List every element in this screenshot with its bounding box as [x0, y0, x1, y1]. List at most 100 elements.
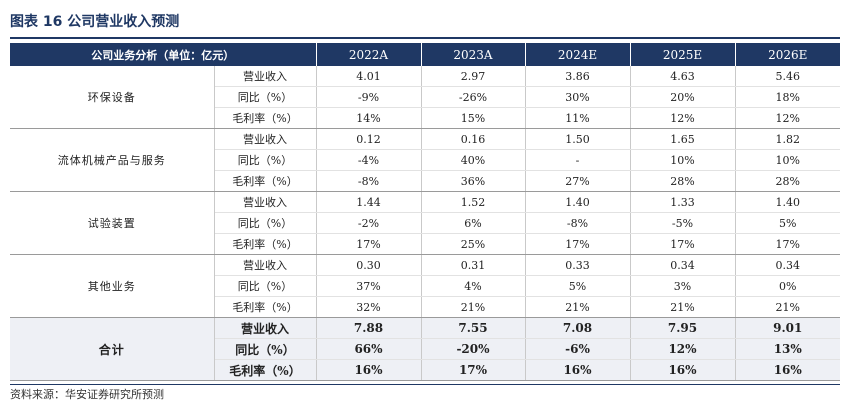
value-cell: 4% — [421, 275, 526, 297]
metric-label: 毛利率（%） — [214, 359, 317, 381]
value-cell: 0.31 — [421, 254, 526, 276]
value-cell: 66% — [316, 338, 422, 360]
value-cell: 0.16 — [421, 128, 526, 150]
value-cell: 6% — [421, 212, 526, 234]
value-cell: 12% — [630, 338, 736, 360]
value-cell: 17% — [735, 233, 840, 255]
value-cell: 17% — [630, 233, 736, 255]
metric-label: 营业收入 — [214, 191, 317, 213]
metric-label: 营业收入 — [214, 128, 317, 150]
value-cell: -2% — [316, 212, 422, 234]
value-cell: - — [525, 149, 631, 171]
value-cell: 1.50 — [525, 128, 631, 150]
table-row: 环保设备 营业收入 4.01 2.97 3.86 4.63 5.46 — [10, 66, 840, 129]
header-year: 2022A — [316, 43, 422, 66]
value-cell: 11% — [525, 107, 631, 129]
value-cell: 21% — [735, 296, 840, 318]
metric-label: 毛利率（%） — [214, 233, 317, 255]
value-cell: 28% — [735, 170, 840, 192]
table-row: 同比（%） -4% 40% -10% 10% — [10, 149, 840, 171]
value-cell: 0.34 — [630, 254, 736, 276]
table-row: 毛利率（%） 16% 17% 16% 16% 16% — [10, 359, 840, 381]
table-row: 同比（%） -9% -26% 30% 20% 18% — [10, 86, 840, 108]
metric-label: 同比（%） — [214, 86, 317, 108]
table-row: 毛利率（%） 32% 21% 21% 21% 21% — [10, 296, 840, 318]
value-cell: 5% — [525, 275, 631, 297]
header-year: 2024E — [525, 43, 631, 66]
table-row: 毛利率（%） 14% 15% 11% 12% 12% — [10, 107, 840, 129]
value-cell: 21% — [525, 296, 631, 318]
value-cell: 15% — [421, 107, 526, 129]
title-divider — [10, 37, 840, 39]
value-cell: 17% — [525, 233, 631, 255]
value-cell: -8% — [316, 170, 422, 192]
value-cell: 1.40 — [525, 191, 631, 213]
value-cell: 28% — [630, 170, 736, 192]
table-row: 同比（%） -2% 6% -8% -5% 5% — [10, 212, 840, 234]
value-cell: 36% — [421, 170, 526, 192]
value-cell: -8% — [525, 212, 631, 234]
value-cell: -4% — [316, 149, 422, 171]
metric-label: 同比（%） — [214, 338, 317, 360]
value-cell: 14% — [316, 107, 422, 129]
value-cell: 1.40 — [735, 191, 840, 213]
value-cell: 0.33 — [525, 254, 631, 276]
table-row: 流体机械产品与服务 营业收入 0.12 0.16 1.50 1.65 1.82 — [10, 128, 840, 192]
table-row: 合计 营业收入 7.88 7.55 7.08 7.95 9.01 — [10, 317, 840, 381]
value-cell: -6% — [525, 338, 631, 360]
segment-name: 试验装置 — [10, 191, 215, 255]
segment-name: 其他业务 — [10, 254, 215, 318]
table-row: 其他业务 营业收入 0.30 0.31 0.33 0.34 0.34 — [10, 254, 840, 318]
value-cell: 9.01 — [735, 317, 840, 339]
value-cell: 16% — [316, 359, 422, 381]
metric-label: 营业收入 — [214, 66, 317, 87]
value-cell: 7.08 — [525, 317, 631, 339]
value-cell: 16% — [525, 359, 631, 381]
metric-label: 同比（%） — [214, 149, 317, 171]
value-cell: 16% — [735, 359, 840, 381]
value-cell: -9% — [316, 86, 422, 108]
table-row: 毛利率（%） -8% 36% 27% 28% 28% — [10, 170, 840, 192]
metric-label: 同比（%） — [214, 212, 317, 234]
table-row: 同比（%） 37% 4% 5% 3% 0% — [10, 275, 840, 297]
segment-name: 合计 — [10, 317, 215, 381]
value-cell: 7.55 — [421, 317, 526, 339]
value-cell: -20% — [421, 338, 526, 360]
header-year: 2023A — [421, 43, 526, 66]
value-cell: 12% — [735, 107, 840, 129]
segment-name: 环保设备 — [10, 66, 215, 129]
value-cell: 5.46 — [735, 66, 840, 87]
value-cell: 1.44 — [316, 191, 422, 213]
value-cell: 10% — [735, 149, 840, 171]
value-cell: 32% — [316, 296, 422, 318]
table-row: 毛利率（%） 17% 25% 17% 17% 17% — [10, 233, 840, 255]
value-cell: 3% — [630, 275, 736, 297]
value-cell: 1.65 — [630, 128, 736, 150]
value-cell: 20% — [630, 86, 736, 108]
value-cell: 40% — [421, 149, 526, 171]
value-cell: 10% — [630, 149, 736, 171]
value-cell: 13% — [735, 338, 840, 360]
value-cell: 0.34 — [735, 254, 840, 276]
metric-label: 营业收入 — [214, 317, 317, 339]
value-cell: -26% — [421, 86, 526, 108]
bottom-divider — [10, 384, 840, 385]
value-cell: 4.63 — [630, 66, 736, 87]
header-group-label: 公司业务分析（单位：亿元） — [10, 43, 317, 66]
value-cell: 18% — [735, 86, 840, 108]
value-cell: 0.30 — [316, 254, 422, 276]
value-cell: 25% — [421, 233, 526, 255]
header-year: 2025E — [630, 43, 736, 66]
value-cell: 21% — [421, 296, 526, 318]
header-year: 2026E — [735, 43, 840, 66]
metric-label: 同比（%） — [214, 275, 317, 297]
value-cell: 7.88 — [316, 317, 422, 339]
metric-label: 毛利率（%） — [214, 107, 317, 129]
value-cell: 0% — [735, 275, 840, 297]
value-cell: 0.12 — [316, 128, 422, 150]
source-note: 资料来源：华安证券研究所预测 — [10, 388, 164, 401]
table-row: 同比（%） 66% -20% -6% 12% 13% — [10, 338, 840, 360]
value-cell: 17% — [316, 233, 422, 255]
revenue-forecast-table: 公司业务分析（单位：亿元） 2022A 2023A 2024E 2025E 20… — [10, 43, 840, 381]
metric-label: 营业收入 — [214, 254, 317, 276]
